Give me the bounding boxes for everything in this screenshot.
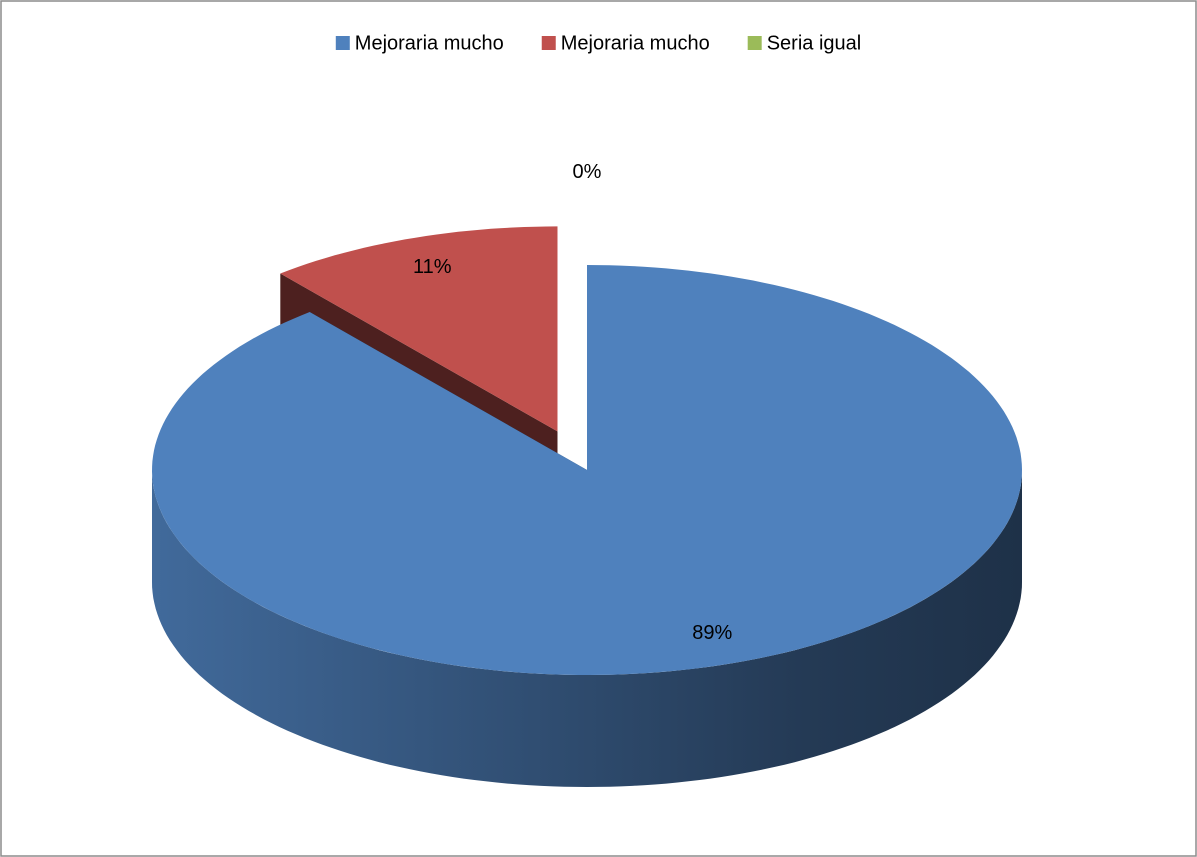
legend-swatch — [335, 36, 350, 50]
legend-label: Seria igual — [767, 32, 862, 54]
legend-swatch — [747, 36, 762, 50]
legend-label: Mejoraria mucho — [561, 32, 710, 54]
legend-swatch — [541, 36, 556, 50]
data-label: 89% — [692, 622, 732, 644]
legend: Mejoraria mucho Mejoraria mucho Seria igua… — [335, 32, 862, 54]
data-label: 11% — [413, 256, 452, 278]
data-label: 0% — [573, 161, 602, 183]
legend-label: Mejoraria mucho — [355, 32, 504, 54]
slice-side — [152, 470, 1022, 787]
slice — [152, 265, 1022, 675]
slice — [280, 226, 558, 432]
